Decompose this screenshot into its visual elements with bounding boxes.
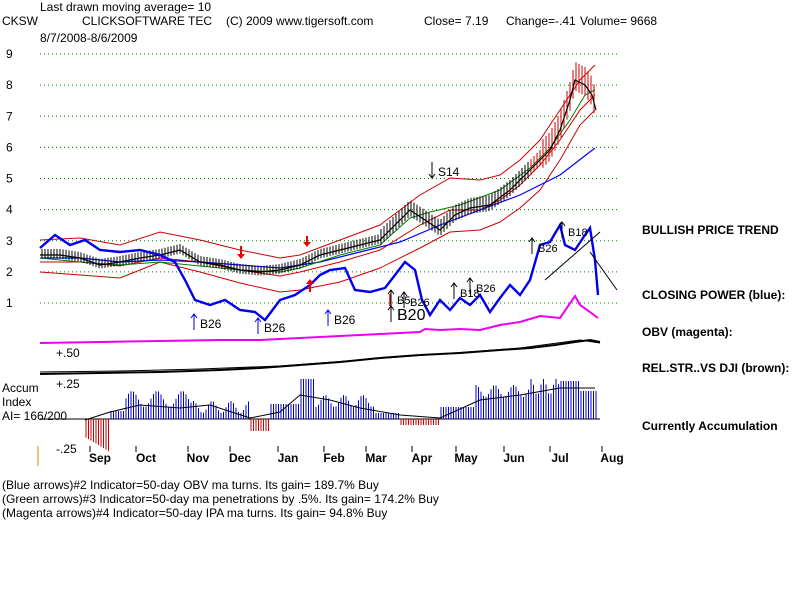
y-tick-label: 6 [6,140,13,154]
red-arrow-head [306,279,314,284]
arrow-head [528,237,536,243]
accum-status-label: Currently Accumulation [642,419,778,433]
price-y-ticks: 1 2 3 4 5 6 7 8 9 [6,47,13,310]
x-tick-label: Jan [278,451,299,465]
x-tick-label: Aug [600,451,623,465]
trend-label: BULLISH PRICE TREND [642,223,779,237]
trend-line [544,231,601,281]
footer-line-1: (Blue arrows)#2 Indicator=50-day OBV ma … [2,478,379,492]
x-tick-label: Feb [323,451,344,465]
x-tick-label: May [454,451,478,465]
red-arrow-head [303,242,311,247]
footer-line-2: (Green arrows)#3 Indicator=50-day ma pen… [2,492,439,506]
signal-label: B26 [264,321,286,335]
x-tick-label: Apr [412,451,433,465]
change-value: Change=-.41 [506,14,576,28]
y-tick-label: 5 [6,172,13,186]
y-tick-label: 3 [6,234,13,248]
y-tick-label: 2 [6,265,13,279]
red-arrow-head [237,254,245,259]
closing-power-line [39,221,600,322]
y-tick-label: 4 [6,203,13,217]
y-tick-label: 9 [6,47,13,61]
accum-title-2: Index [2,395,32,409]
x-tick-label: Nov [187,451,210,465]
accum-ma-line [84,387,595,421]
signal-label: B26 [538,243,558,255]
accum-bars [85,379,597,452]
price-grid [40,53,620,304]
x-tick-label: Jul [551,451,568,465]
accum-ai-value: AI= 166/200 [2,409,68,423]
date-range: 8/7/2008-8/6/2009 [40,31,138,45]
accum-title-1: Accum [2,381,39,395]
footer-line-3: (Magenta arrows)#4 Indicator=50-day IPA … [2,506,388,520]
price-line [40,79,597,273]
x-tick-label: Sep [89,451,111,465]
copyright: (C) 2009 www.tigersoft.com [226,14,374,28]
arrow-head [387,305,395,311]
month-ticks: Sep Oct Nov Dec Jan Feb Mar Apr May Jun Jul Aug [89,446,624,465]
relstr-label: REL.STR..VS DJI (brown): [642,361,790,375]
arrow-head [466,277,474,283]
relstr-ma-line [39,339,601,373]
arrow-head [324,309,332,315]
upper-band-line [39,64,596,259]
arrow-head [558,221,566,227]
company-name: CLICKSOFTWARE TEC [82,14,213,28]
arrow-head [254,317,262,323]
x-tick-label: Jun [503,451,524,465]
x-tick-label: Oct [136,451,156,465]
closing-power-label: CLOSING POWER (blue): [642,288,786,302]
arrow-head [450,282,458,288]
signal-label: B26 [200,317,222,331]
signal-label: B18 [568,227,588,239]
x-tick-label: Mar [365,451,387,465]
red-arrows [237,236,391,306]
signal-label: S14 [438,165,460,179]
y-tick-label: 7 [6,109,13,123]
level-25: +.25 [56,377,80,391]
signal-label: B18 [460,288,480,300]
signal-label: B26 [410,297,430,309]
obv-label: OBV (magenta): [642,325,733,339]
ticker: CKSW [2,14,38,28]
level-neg25: -.25 [56,442,77,456]
price-bars [41,62,595,276]
arrow-head [400,291,408,297]
y-tick-label: 8 [6,78,13,92]
ma-note: Last drawn moving average= 10 [40,0,212,14]
obv-line [39,294,599,344]
relstr-line [39,338,601,375]
close-value: Close= 7.19 [424,14,489,28]
trend-line-2 [589,251,618,291]
y-tick-label: 1 [6,296,13,310]
volume-value: Volume= 9668 [580,14,658,28]
arrow-head [428,173,436,179]
signal-arrows [190,162,566,334]
ma-green-line [39,89,596,273]
arrow-head [387,289,395,295]
x-tick-label: Dec [229,451,251,465]
signal-label: B20 [397,307,426,324]
signal-label: B26 [334,313,356,327]
signal-label: B26 [476,283,496,295]
level-50: +.50 [56,346,80,360]
signal-label: B5 [397,295,410,307]
arrow-head [190,313,198,319]
